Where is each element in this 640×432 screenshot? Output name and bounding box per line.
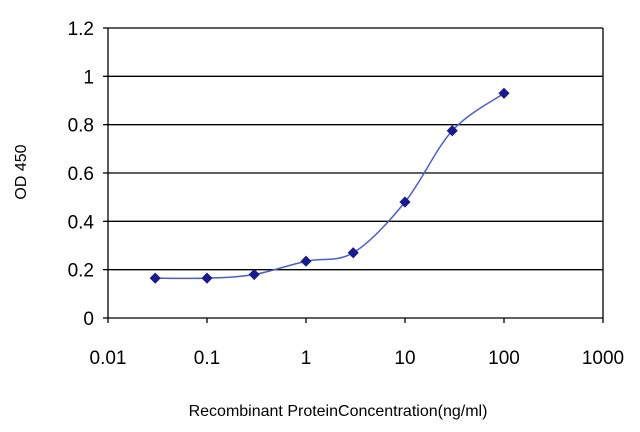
data-point-6: [446, 125, 458, 137]
x-tick-label-4: 100: [488, 348, 520, 369]
y-tick-label-3: 0.6: [68, 164, 94, 185]
x-tick-label-2: 1: [301, 348, 312, 369]
y-tick-label-4: 0.8: [68, 116, 94, 137]
y-tick-label-6: 1.2: [68, 19, 94, 40]
y-tick-label-5: 1: [83, 67, 94, 88]
data-point-2: [248, 268, 260, 281]
x-tick-label-0: 0.01: [90, 348, 127, 369]
x-tick-label-5: 1000: [582, 348, 624, 369]
y-tick-label-0: 0: [83, 309, 94, 330]
x-tick-label-1: 0.1: [194, 348, 220, 369]
y-axis-title: OD 450: [13, 144, 30, 199]
data-point-4: [347, 247, 359, 259]
data-point-1: [201, 272, 213, 284]
y-tick-label-2: 0.4: [68, 212, 95, 233]
data-point-7: [498, 87, 510, 99]
data-point-5: [399, 196, 411, 208]
data-point-3: [300, 255, 312, 267]
x-tick-label-3: 10: [394, 348, 415, 369]
data-point-0: [149, 272, 161, 284]
x-axis-title: Recombinant ProteinConcentration(ng/ml): [189, 403, 488, 420]
y-tick-label-1: 0.2: [68, 261, 94, 282]
